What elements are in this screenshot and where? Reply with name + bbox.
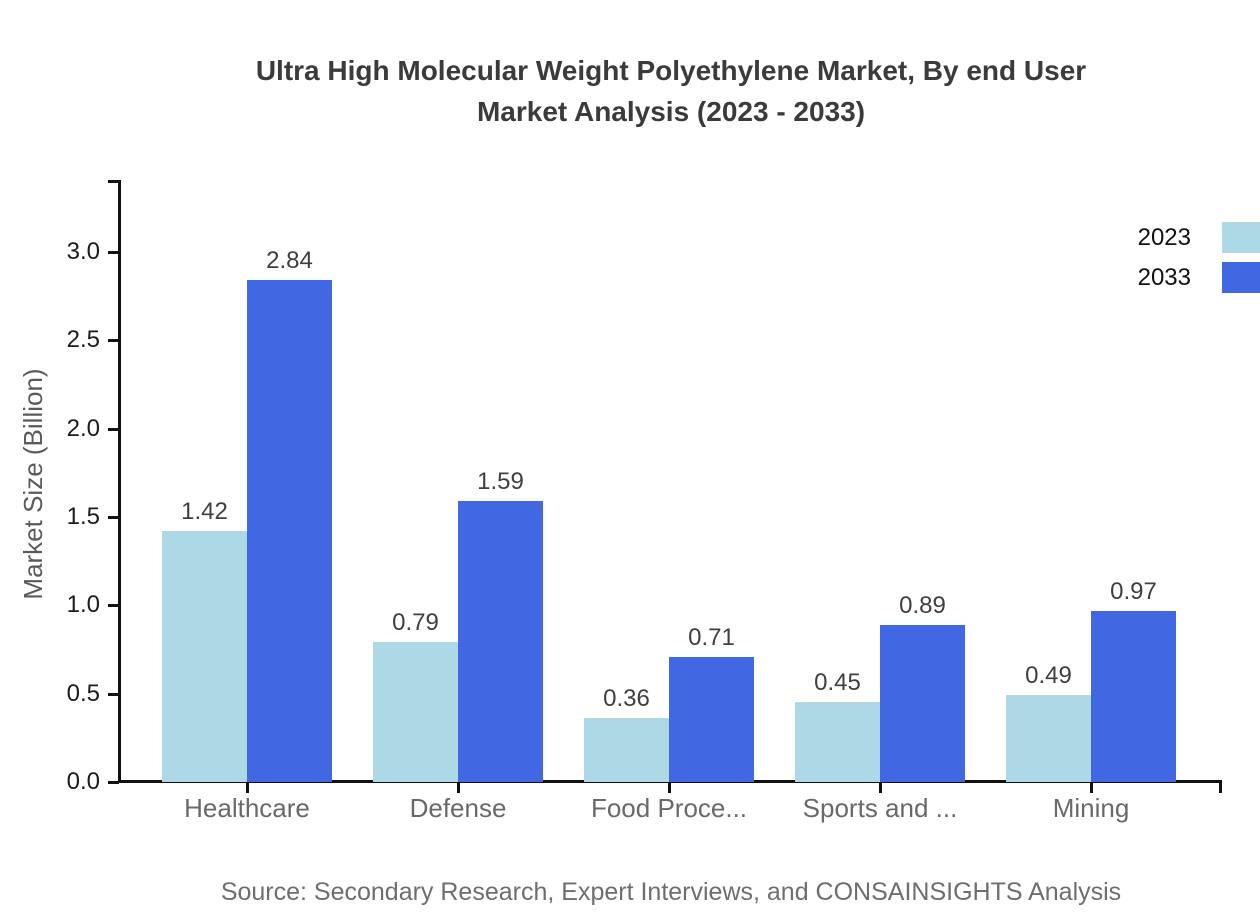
x-category-label-defense: Defense [409, 793, 507, 823]
y-tick-label-2.5: 2.5 [66, 326, 100, 353]
x-category-label-food-proce: Food Proce... [590, 793, 748, 823]
y-tick-1.0 [108, 604, 119, 607]
bar-2023-sports-and [795, 702, 880, 782]
y-tick-label-2.0: 2.0 [66, 415, 100, 442]
bar-value-2023-healthcare: 1.42 [181, 498, 228, 525]
y-tick-2.5 [108, 339, 119, 342]
bar-value-2033-sports-and: 0.89 [899, 592, 946, 619]
legend-label-2023: 2023 [1137, 224, 1191, 251]
bar-2023-defense [373, 642, 458, 782]
legend-swatch-2023 [1222, 222, 1260, 253]
bar-value-2033-food-proce: 0.71 [688, 624, 735, 651]
bar-value-2033-mining: 0.97 [1110, 578, 1157, 605]
legend-label-2033: 2033 [1137, 264, 1191, 291]
y-axis-title: Market Size (Billion) [18, 368, 48, 600]
x-category-label-sports-and: Sports and ... [802, 793, 958, 823]
legend-row-2033: 2033 [1138, 262, 1260, 293]
bar-2033-food-proce [669, 657, 754, 782]
bar-value-2023-food-proce: 0.36 [603, 685, 650, 712]
bar-value-2033-healthcare: 2.84 [266, 247, 313, 274]
y-tick-label-3.0: 3.0 [66, 238, 100, 265]
bar-2023-healthcare [162, 531, 247, 782]
x-category-label-mining: Mining [1052, 793, 1130, 823]
bar-2033-defense [458, 501, 543, 782]
bar-value-2023-defense: 0.79 [392, 609, 439, 636]
y-axis-top-cap-tick [108, 180, 119, 183]
source-text: Source: Secondary Research, Expert Inter… [220, 878, 1122, 906]
bar-value-2023-sports-and: 0.45 [814, 669, 861, 696]
y-tick-1.5 [108, 516, 119, 519]
legend-swatch-2033 [1222, 262, 1260, 293]
y-tick-0.0 [108, 781, 119, 784]
y-tick-label-0.5: 0.5 [66, 680, 100, 707]
x-tick-mining [1090, 783, 1093, 793]
x-axis-end-cap-tick [1219, 783, 1222, 793]
y-tick-2.0 [108, 428, 119, 431]
legend-row-2023: 2023 [1138, 222, 1260, 253]
chart-title: Ultra High Molecular Weight Polyethylene… [119, 50, 1223, 132]
y-tick-label-0.0: 0.0 [66, 768, 100, 795]
bar-2023-mining [1006, 695, 1091, 782]
chart-title-line1: Ultra High Molecular Weight Polyethylene… [255, 55, 1087, 86]
x-category-label-healthcare: Healthcare [184, 793, 310, 823]
bar-2033-mining [1091, 611, 1176, 782]
x-tick-food-proce [668, 783, 671, 793]
x-tick-defense [457, 783, 460, 793]
chart-title-line2: Market Analysis (2023 - 2033) [476, 96, 866, 127]
bar-2023-food-proce [584, 718, 669, 782]
bar-2033-healthcare [247, 280, 332, 782]
bar-value-2033-defense: 1.59 [477, 468, 524, 495]
bar-2033-sports-and [880, 625, 965, 782]
y-tick-0.5 [108, 693, 119, 696]
y-axis-line [118, 180, 121, 783]
y-tick-3.0 [108, 251, 119, 254]
y-tick-label-1.0: 1.0 [66, 591, 100, 618]
bar-value-2023-mining: 0.49 [1025, 662, 1072, 689]
y-tick-label-1.5: 1.5 [66, 503, 100, 530]
x-tick-healthcare [246, 783, 249, 793]
x-tick-sports-and [879, 783, 882, 793]
